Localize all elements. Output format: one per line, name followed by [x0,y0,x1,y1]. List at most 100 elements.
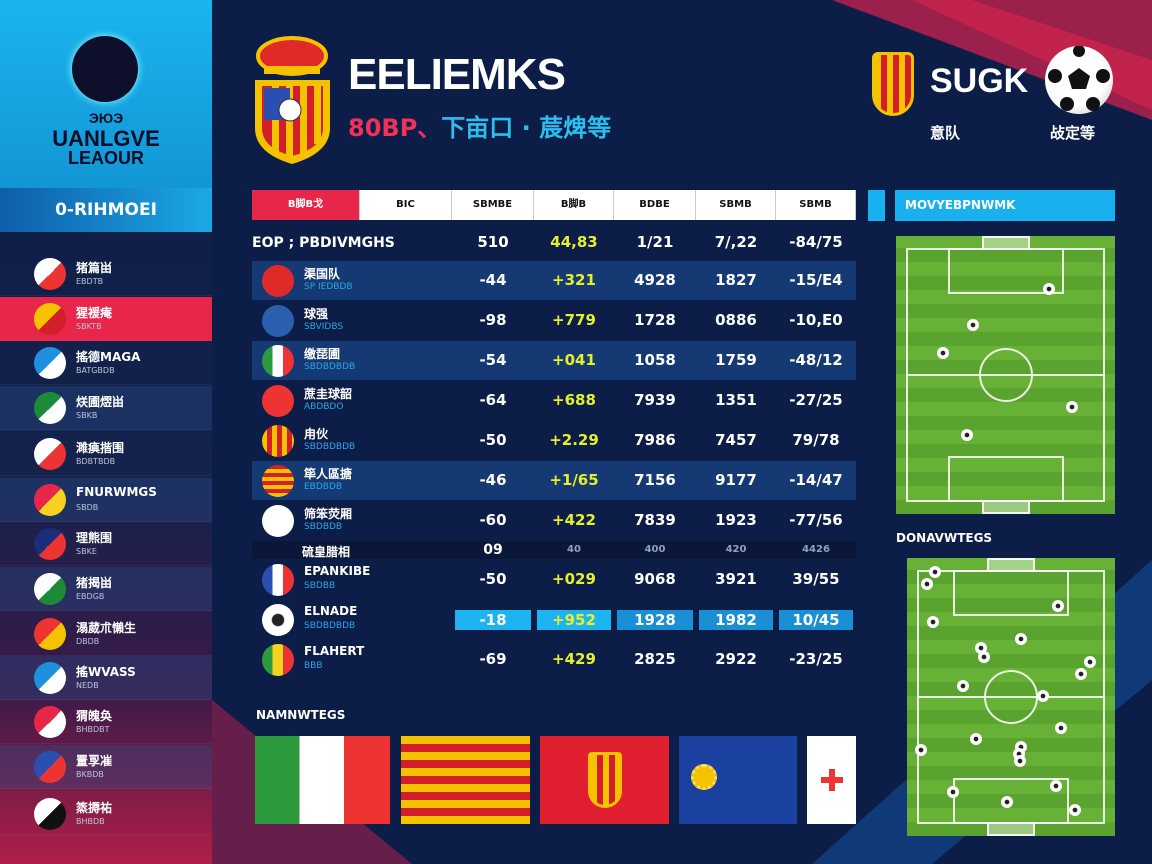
table-row[interactable]: 球强 SBVIDBS -98 +779 1728 0886 -10,E0 [252,301,856,340]
column-header[interactable]: B脚B戈 [252,190,360,220]
red-crest-flag[interactable] [540,736,669,824]
sidebar-item[interactable]: 猬魄奂 BHBDBT [0,700,212,744]
sidebar-item-sub: NEDB [76,681,99,690]
column-header[interactable]: BIC [360,190,452,220]
table-row[interactable]: 筛笨荧厢 SBDBDB -60 +422 7839 1923 -77/56 [252,501,856,540]
union-jack-icon [34,528,66,560]
table-row[interactable]: 渠国队 SP IEDBDB -44 +321 4928 1827 -15/E4 [252,261,856,300]
player-ball-icon[interactable] [957,680,969,692]
stat-cell: -60 [479,511,507,529]
goal-top [981,236,1030,250]
stat-cell: 9068 [634,570,676,588]
stat-cell: 3921 [715,570,757,588]
table-row[interactable]: 甪伙 SBDBDBDB -50 +2.29 7986 7457 79/78 [252,421,856,460]
white-red-cross-flag[interactable] [807,736,856,824]
player-ball-icon[interactable] [1015,633,1027,645]
player-ball-icon[interactable] [927,616,939,628]
player-ball-icon[interactable] [978,651,990,663]
sidebar-item[interactable]: 篜搙祐 BHBDB [0,792,212,836]
stat-cell: -46 [479,471,507,489]
sidebar: ЭЮЭ UANLGVE LEAOUR 0-RIHMOEI 猪篇畄 EBDTB 猩… [0,0,212,864]
sidebar-item-sub: BDBTBDB [76,457,116,466]
player-ball-icon[interactable] [967,319,979,331]
team-sub: BBB [304,661,323,671]
sidebar-item[interactable]: 猪揭畄 EBDGB [0,567,212,611]
sidebar-item[interactable]: 猩褑痷 SBKTB [0,297,212,341]
stat-cell: -84/75 [789,233,843,251]
column-header[interactable]: SBMB [696,190,776,220]
table-row[interactable]: EPANKIBE SBDBB -50 +029 9068 3921 39/55 [252,560,856,599]
stat-cell: 7/,22 [714,233,758,251]
stat-cell: 510 [477,233,509,251]
italy-flag[interactable] [255,736,390,824]
table-row[interactable]: 蔗圭球韶 ABDBDO -64 +688 7939 1351 -27/25 [252,381,856,420]
sidebar-item[interactable]: 搖WVASS NEDB [0,656,212,700]
blue-sun-flag[interactable] [679,736,797,824]
player-ball-icon[interactable] [1014,755,1026,767]
team-name: 筚人區搪 [304,467,353,481]
sidebar-item[interactable]: 猪篇畄 EBDTB [0,252,212,296]
sidebar-item[interactable]: 烪圃熤畄 SBKB [0,386,212,430]
stat-cell: -77/56 [789,511,843,529]
center-circle [978,348,1033,402]
table-row[interactable]: EOP ; PBDIVMGHS 510 44,83 1/21 7/,22 -84/75 [252,225,856,259]
pitch-formation-2[interactable] [907,558,1115,836]
stat-cell: 10/45 [779,609,853,630]
stat-cell: 39/55 [792,570,840,588]
player-ball-icon[interactable] [947,786,959,798]
sidebar-item[interactable]: 濉痶揩围 BDBTBDB [0,432,212,476]
crown-crest-icon [34,618,66,650]
column-header[interactable]: B脚B [534,190,614,220]
stat-cell: +1/65 [549,471,599,489]
subtitle-cyan: 下亩口 · 莀焷等 [441,114,612,142]
stat-cell: -69 [479,650,507,668]
red-cross-crest-icon [34,258,66,290]
sidebar-item[interactable]: 罿孠凗 BKBDB [0,745,212,789]
panel-marker [868,190,885,221]
stat-cell: -15/E4 [789,271,843,289]
table-row[interactable]: 缴琵圃 SBDBDBDB -54 +041 1058 1759 -48/12 [252,341,856,380]
stat-cell: 1982 [699,609,773,630]
column-header[interactable]: BDBE [614,190,696,220]
table-row[interactable]: ELNADE SBDBDBDB -18 +952 1928 1982 10/45 [252,600,856,639]
player-ball-icon[interactable] [1069,804,1081,816]
player-ball-icon[interactable] [1084,656,1096,668]
stat-cell: +688 [552,391,596,409]
player-ball-icon[interactable] [1050,780,1062,792]
player-ball-icon[interactable] [970,733,982,745]
table-row[interactable]: 硫皇腊相 09 40 400 420 4426 [252,541,856,559]
team-sub: SBDBB [304,581,336,591]
table-row[interactable]: FLAHERT BBB -69 +429 2825 2922 -23/25 [252,640,856,679]
column-header[interactable]: SBMBE [452,190,534,220]
player-ball-icon[interactable] [1037,690,1049,702]
pitch2-label: DONAVWTEGS [896,531,993,545]
sidebar-item[interactable]: 理熊围 SBKE [0,522,212,566]
sidebar-item[interactable]: 溻葳朮懶生 DBDB [0,612,212,656]
player-ball-icon[interactable] [961,429,973,441]
pitch-formation-1[interactable] [896,236,1115,514]
team-name: 甪伙 [304,427,329,441]
player-ball-icon[interactable] [1001,796,1013,808]
player-ball-icon[interactable] [1043,283,1055,295]
player-ball-icon[interactable] [929,566,941,578]
team-sub: SBDBDBDB [304,621,356,631]
player-ball-icon[interactable] [1055,722,1067,734]
player-ball-icon[interactable] [937,347,949,359]
player-ball-icon[interactable] [1052,600,1064,612]
team-sub: SBVIDBS [304,322,344,332]
player-ball-icon[interactable] [1075,668,1087,680]
player-ball-icon[interactable] [921,578,933,590]
stat-cell: 1759 [715,351,757,369]
table-row[interactable]: 筚人區搪 EBDBDB -46 +1/65 7156 9177 -14/47 [252,461,856,500]
player-ball-icon[interactable] [915,744,927,756]
subtitle-red: 80BP、 [348,114,442,142]
catalan-stripes-flag[interactable] [401,736,530,824]
stat-cell: +779 [552,311,596,329]
player-ball-icon[interactable] [1066,401,1078,413]
sidebar-item[interactable]: 搖德MAGA BATGBDB [0,341,212,385]
center-circle [984,670,1038,724]
sidebar-item[interactable]: FNURWMGS SBDB [0,478,212,522]
column-header[interactable]: SBMB [776,190,856,220]
league-logo[interactable]: ЭЮЭ UANLGVE LEAOUR [0,0,212,188]
stat-cell: -23/25 [789,650,843,668]
